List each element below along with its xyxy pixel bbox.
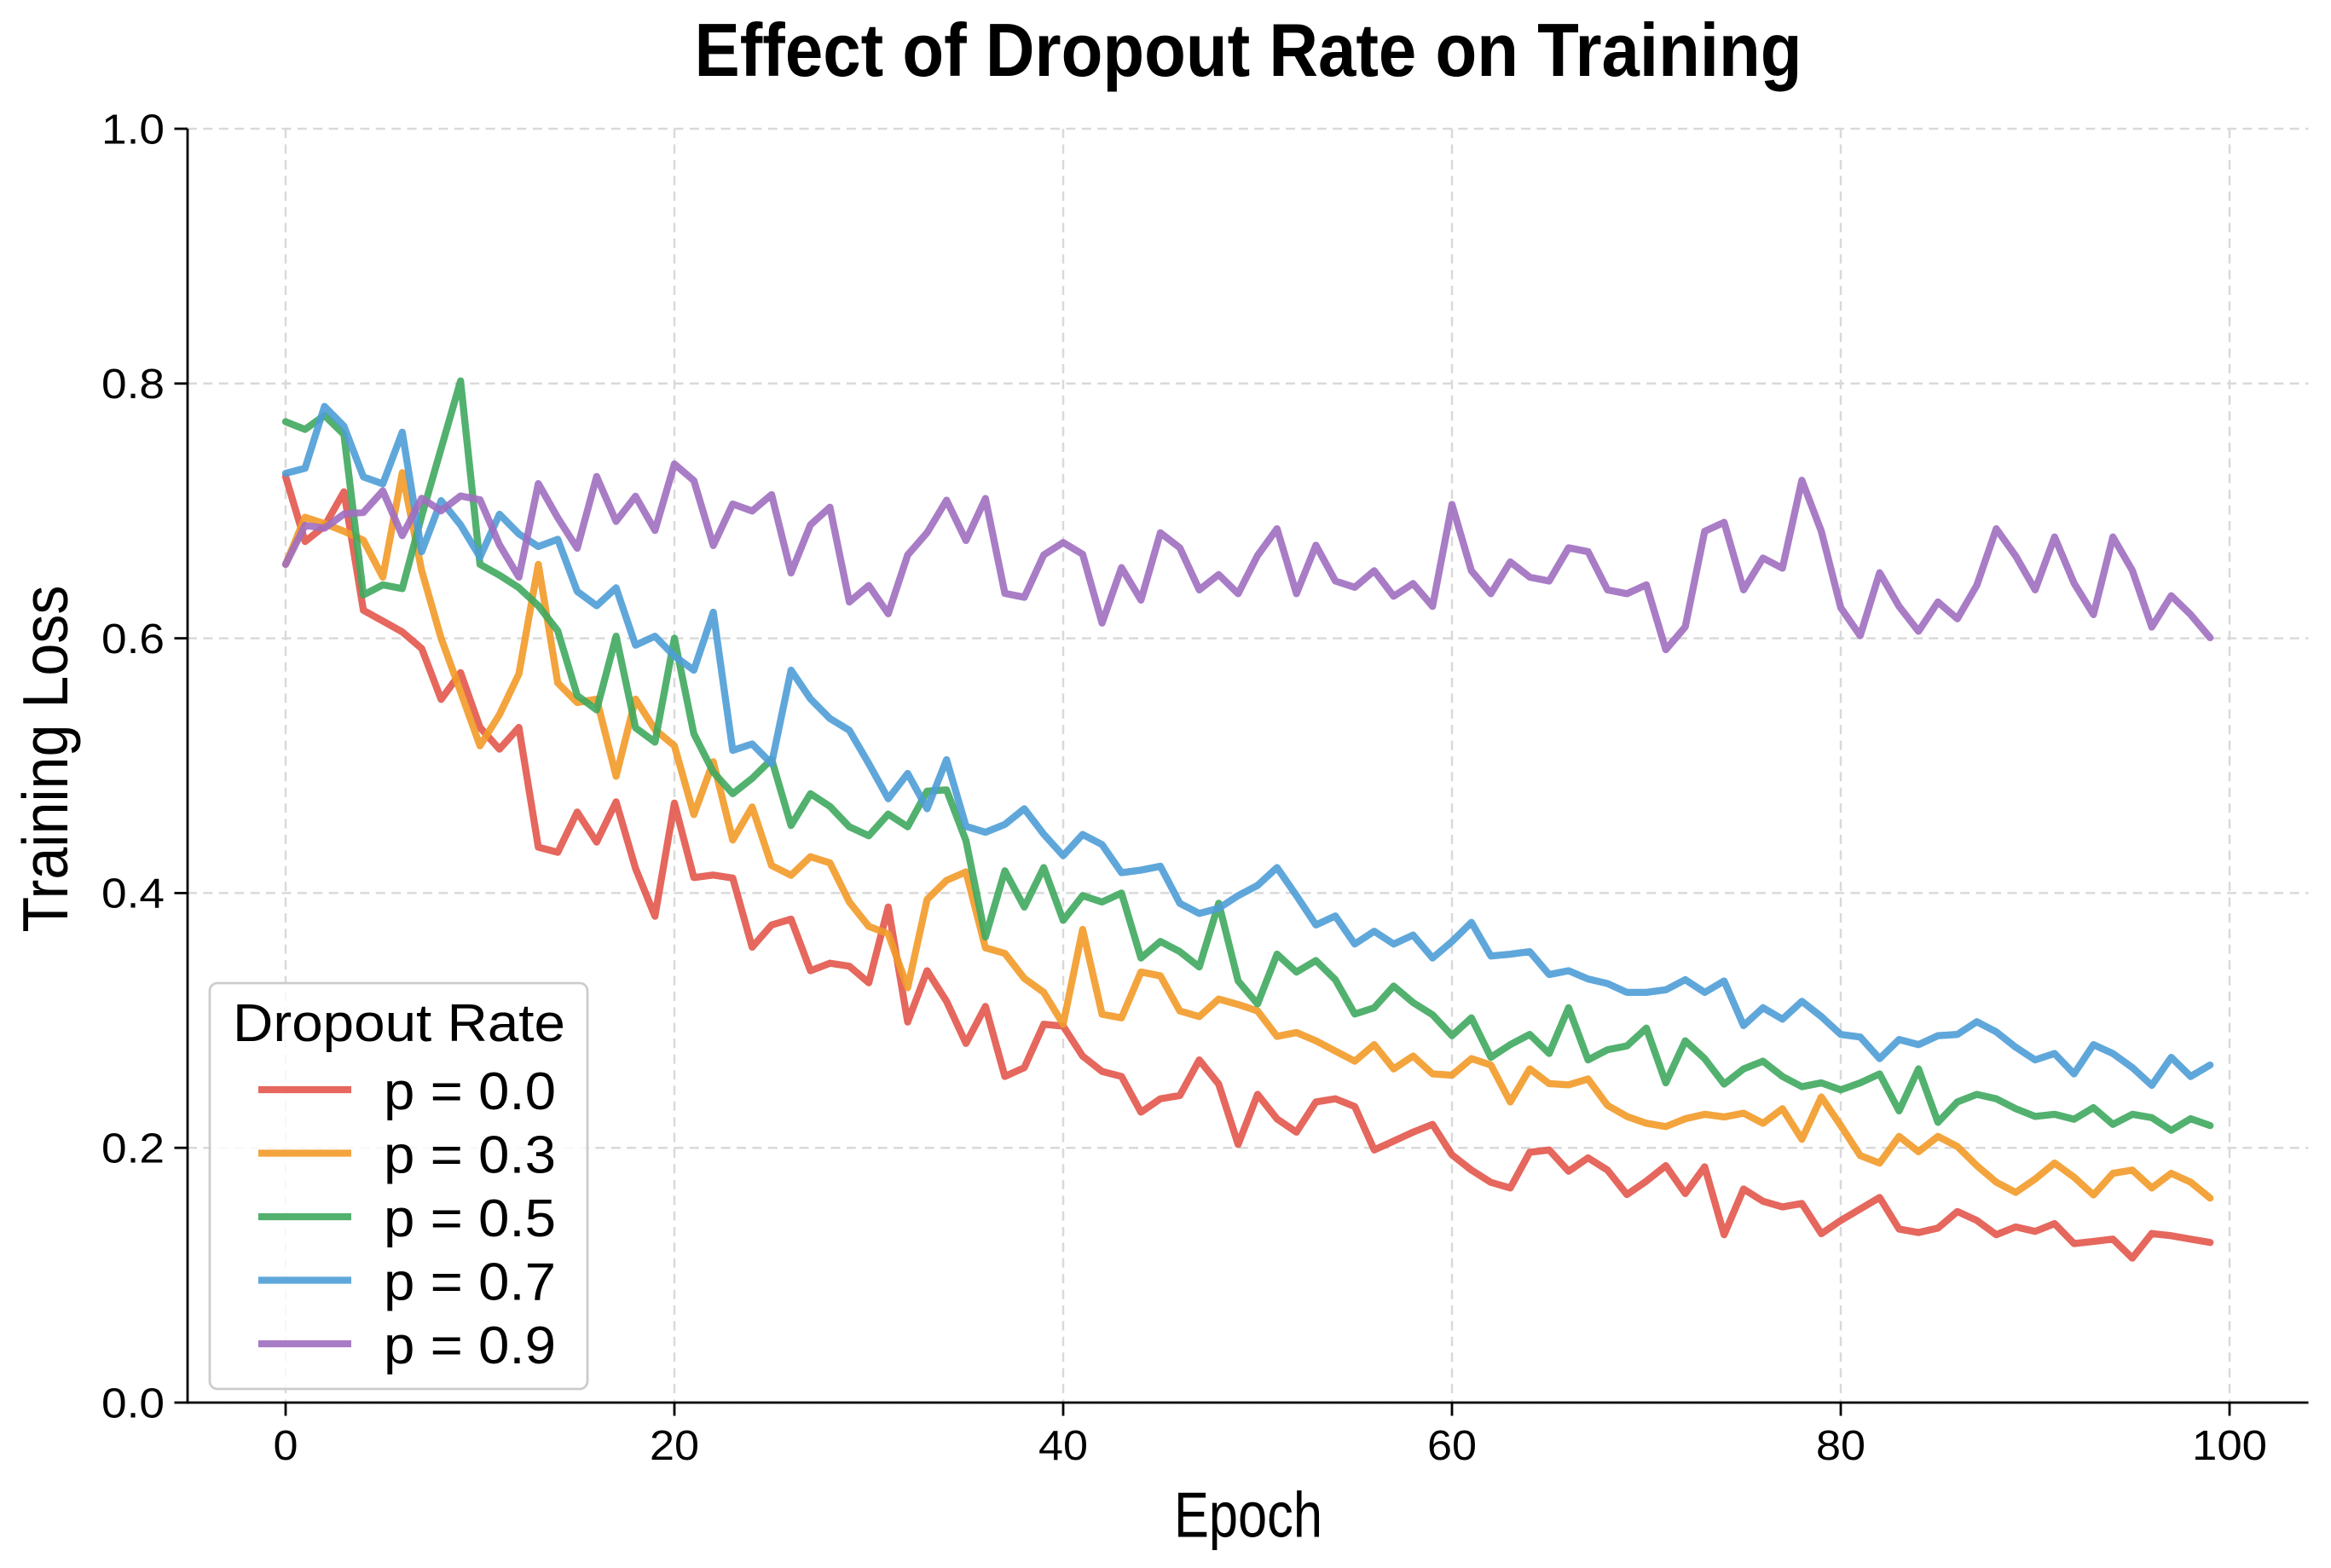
svg-text:100: 100: [2192, 1423, 2267, 1469]
svg-text:0.8: 0.8: [101, 362, 165, 408]
svg-text:p = 0.3: p = 0.3: [384, 1126, 556, 1185]
svg-text:0: 0: [274, 1423, 298, 1469]
svg-text:80: 80: [1816, 1423, 1865, 1469]
svg-text:p = 0.7: p = 0.7: [384, 1253, 556, 1312]
svg-text:Dropout Rate: Dropout Rate: [233, 994, 565, 1053]
svg-text:0.4: 0.4: [101, 871, 165, 917]
svg-text:Training Loss: Training Loss: [9, 586, 81, 933]
svg-text:Effect of Dropout Rate on Trai: Effect of Dropout Rate on Training: [695, 8, 1802, 92]
svg-text:60: 60: [1427, 1423, 1477, 1469]
svg-text:p = 0.5: p = 0.5: [384, 1189, 556, 1248]
svg-text:0.0: 0.0: [101, 1380, 165, 1426]
svg-text:1.0: 1.0: [101, 107, 165, 153]
svg-text:0.6: 0.6: [101, 616, 165, 662]
svg-text:20: 20: [650, 1423, 699, 1469]
svg-text:0.2: 0.2: [101, 1126, 165, 1172]
svg-text:p = 0.0: p = 0.0: [384, 1062, 556, 1121]
svg-text:Epoch: Epoch: [1174, 1479, 1322, 1551]
svg-text:p = 0.9: p = 0.9: [384, 1316, 556, 1375]
svg-text:40: 40: [1038, 1423, 1088, 1469]
